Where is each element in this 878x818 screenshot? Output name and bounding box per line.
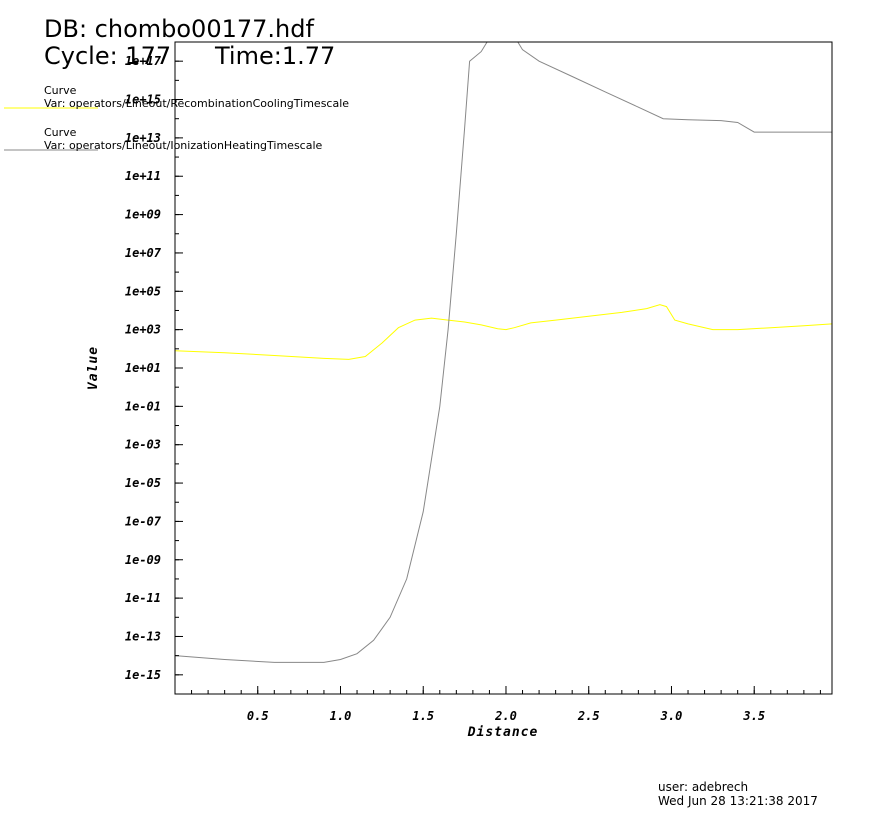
x-tick-label: 2.0: [494, 709, 517, 723]
y-tick-label: 1e-07: [125, 514, 162, 528]
footer-date: Wed Jun 28 13:21:38 2017: [658, 794, 818, 808]
y-tick-label: 1e+03: [125, 323, 161, 337]
x-tick-label: 3.5: [742, 709, 765, 723]
y-tick-label: 1e-13: [125, 629, 161, 643]
time-label: Time:1.77: [215, 42, 336, 70]
y-tick-label: 1e+17: [125, 54, 162, 68]
plot-series: [175, 42, 832, 663]
legend-title-recombination: Curve: [44, 84, 77, 97]
legend-var-recombination: Var: operators/Lineout/RecombinationCool…: [44, 97, 350, 110]
x-tick-label: 2.5: [577, 709, 600, 723]
legend-swatches: [4, 107, 98, 151]
y-tick-label: 1e-11: [125, 591, 161, 605]
series-line-recombination: [175, 304, 832, 360]
cycle-label: Cycle: 177: [44, 42, 172, 70]
x-tick-label: 1.0: [330, 709, 352, 723]
y-tick-label: 1e-09: [125, 553, 161, 567]
x-tick-label: 1.5: [412, 709, 434, 723]
x-axis-ticks: 0.5 1.0 1.5 2.0 2.5 3.0 3.5: [247, 686, 765, 723]
y-tick-label: 1e+01: [125, 361, 161, 375]
legend-title-ionization: Curve: [44, 126, 77, 139]
y-tick-label: 1e+09: [125, 208, 161, 222]
x-tick-label: 0.5: [247, 709, 269, 723]
y-tick-label: 1e-05: [125, 476, 161, 490]
y-axis-title: Value: [86, 346, 101, 390]
x-tick-label: 3.0: [660, 709, 683, 723]
y-tick-label: 1e+15: [125, 93, 161, 107]
y-tick-label: 1e-03: [125, 438, 161, 452]
y-tick-label: 1e+11: [125, 169, 161, 183]
y-tick-label: 1e-15: [125, 668, 161, 682]
series-line-ionization: [175, 42, 832, 663]
y-tick-label: 1e+07: [125, 246, 162, 260]
legend-var-ionization: Var: operators/Lineout/IonizationHeating…: [44, 139, 323, 152]
y-axis-ticks: 1e-15 1e-13 1e-11 1e-09 1e-07 1e-05 1e-03 1e-01…: [125, 54, 183, 682]
x-axis-title: Distance: [467, 725, 539, 740]
y-tick-label: 1e+13: [125, 131, 161, 145]
y-tick-label: 1e+05: [125, 284, 161, 298]
footer-user: user: adebrech: [658, 780, 749, 794]
y-tick-label: 1e-01: [125, 399, 161, 413]
database-title: DB: chombo00177.hdf: [44, 15, 314, 43]
